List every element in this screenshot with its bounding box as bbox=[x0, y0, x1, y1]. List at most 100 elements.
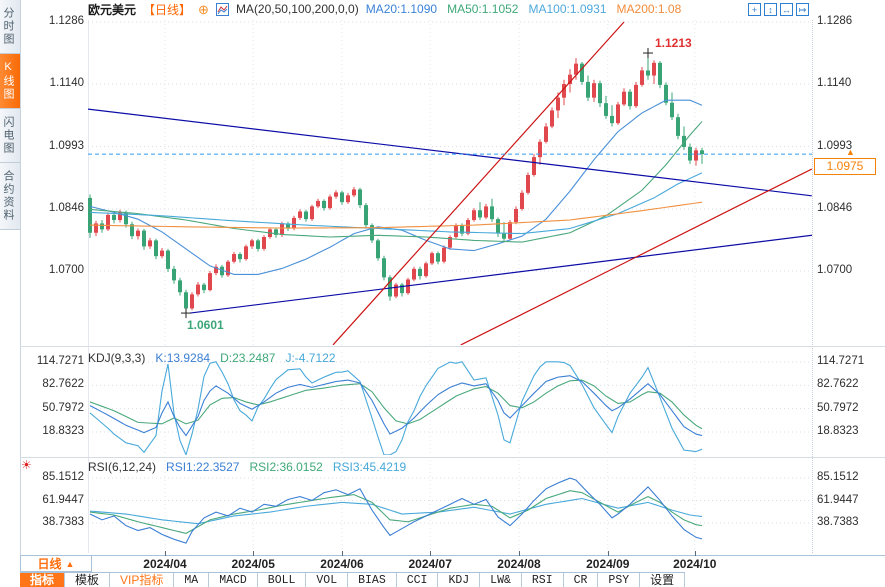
x-axis-label: 2024/10 bbox=[673, 557, 717, 571]
price-annotation: 1.1213 bbox=[655, 36, 692, 50]
period-selector[interactable]: 日线 ▲ bbox=[20, 555, 92, 572]
toolbar-vip-indicator-button[interactable]: VIP指标 bbox=[110, 573, 175, 587]
indicator-chart-icon[interactable] bbox=[215, 2, 229, 16]
price-annotation: 1.0601 bbox=[187, 318, 224, 332]
main-y-axis-label-right: 1.1140 bbox=[817, 77, 852, 90]
chart-header: 欧元美元 【日线】 ⊕ MA(20,50,100,200,0,0) MA20:1… bbox=[88, 1, 681, 17]
kdj-y-axis-label-right: 82.7622 bbox=[817, 378, 859, 391]
y-axis-zoom-icon[interactable]: ↕ bbox=[764, 3, 777, 16]
reset-view-icon[interactable]: ↦ bbox=[796, 3, 809, 16]
ma-value-3: MA200:1.08 bbox=[616, 2, 682, 16]
current-price-tag: 1.0975 bbox=[814, 158, 876, 175]
toolbar-ma-button[interactable]: MA bbox=[174, 573, 210, 587]
ma-settings-label: MA(20,50,100,200,0,0) bbox=[235, 2, 359, 16]
kdj-k-value: K:13.9284 bbox=[155, 351, 211, 365]
toolbar-boll-button[interactable]: BOLL bbox=[258, 573, 307, 587]
kdj-header: KDJ(9,3,3) K:13.9284 D:23.2487 J:-4.7122 bbox=[88, 351, 336, 365]
ma-values: MA20:1.1090 MA50:1.1052 MA100:1.0931 MA200:… bbox=[366, 2, 682, 16]
chevron-up-icon: ▲ bbox=[65, 558, 75, 569]
main-y-axis-label-left: 1.0700 bbox=[48, 264, 84, 276]
main-y-axis-label-left: 1.0846 bbox=[48, 201, 84, 214]
price-up-arrow-icon: ▲ bbox=[846, 147, 855, 157]
x-axis-label: 2024/04 bbox=[143, 557, 187, 571]
kdj-y-axis-label-left: 82.7622 bbox=[42, 378, 84, 391]
kdj-y-axis-label-right: 50.7972 bbox=[817, 401, 859, 414]
sidebar-tab-kline-chart[interactable]: K线图 bbox=[0, 54, 20, 109]
sidebar-tab-time-chart[interactable]: 分时图 bbox=[0, 0, 20, 54]
toolbar-template-button[interactable]: 模板 bbox=[65, 573, 111, 587]
rsi-title: RSI(6,12,24) bbox=[88, 460, 157, 474]
symbol-name: 欧元美元 bbox=[88, 2, 137, 17]
ma-value-0: MA20:1.1090 bbox=[365, 2, 438, 16]
kdj-y-axis-label-left: 18.8323 bbox=[42, 425, 84, 437]
sidebar: 分时图 K线图 闪电图 合约资料 bbox=[0, 0, 21, 555]
sidebar-tab-contract-info[interactable]: 合约资料 bbox=[0, 163, 20, 230]
plot-left-border bbox=[88, 20, 89, 553]
rsi-y-axis-label-left: 61.9447 bbox=[42, 493, 84, 506]
hot-indicator-icon[interactable]: ☀ bbox=[21, 458, 32, 472]
rsi-y-axis-label-right: 85.1512 bbox=[817, 471, 859, 483]
main-y-axis-label-left: 1.1286 bbox=[48, 15, 84, 27]
toolbar-rsi-button[interactable]: RSI bbox=[522, 573, 564, 587]
pan-crosshair-icon[interactable]: + bbox=[748, 3, 761, 16]
add-overlay-icon[interactable]: ⊕ bbox=[198, 1, 209, 17]
x-axis-tick bbox=[607, 551, 609, 556]
toolbar-cr-button[interactable]: CR bbox=[564, 573, 599, 587]
main-chart-canvas[interactable]: 1.1213 1.0601 bbox=[88, 20, 812, 345]
x-axis-label: 2024/09 bbox=[586, 557, 630, 571]
main-y-axis-label-left: 1.0993 bbox=[48, 139, 84, 152]
x-axis-tick bbox=[519, 551, 520, 556]
x-axis-tick bbox=[694, 551, 696, 556]
toolbar-vol-button[interactable]: VOL bbox=[306, 573, 349, 587]
panel-separator bbox=[20, 555, 885, 556]
x-axis-label: 2024/05 bbox=[231, 557, 275, 571]
x-axis-tick bbox=[165, 551, 166, 556]
main-y-axis-label-right: 1.0993 bbox=[817, 139, 853, 152]
main-y-axis-label-left: 1.1140 bbox=[49, 77, 84, 90]
rsi-y-axis-label-left: 85.1512 bbox=[42, 471, 84, 483]
main-y-axis-label-right: 1.1286 bbox=[817, 15, 853, 27]
x-axis-zoom-icon[interactable]: ↔ bbox=[780, 3, 793, 16]
rsi3-value: RSI3:45.4219 bbox=[332, 460, 407, 474]
kdj-chart-canvas[interactable] bbox=[88, 352, 812, 455]
toolbar-lwr-button[interactable]: LW& bbox=[480, 573, 522, 587]
kdj-d-value: D:23.2487 bbox=[220, 351, 276, 365]
sidebar-tab-flash-chart[interactable]: 闪电图 bbox=[0, 109, 20, 163]
rsi1-value: RSI1:22.3527 bbox=[166, 460, 240, 474]
ma-value-2: MA100:1.0931 bbox=[528, 2, 607, 16]
toolbar-indicator-button[interactable]: 指标 bbox=[20, 573, 66, 587]
kdj-y-axis-label-left: 50.7972 bbox=[42, 401, 84, 414]
rsi-y-axis-label-right: 61.9447 bbox=[817, 493, 859, 506]
toolbar-kdj-button[interactable]: KDJ bbox=[438, 573, 481, 587]
ma-value-1: MA50:1.1052 bbox=[447, 2, 519, 16]
x-axis-label: 2024/07 bbox=[408, 557, 452, 571]
main-y-axis-label-right: 1.0700 bbox=[817, 264, 853, 276]
kdj-y-axis-label-left: 114.7271 bbox=[36, 355, 84, 367]
x-axis-tick bbox=[430, 551, 432, 556]
period-label: 【日线】 bbox=[143, 2, 192, 17]
x-axis-label: 2024/08 bbox=[497, 557, 541, 571]
panel-separator bbox=[20, 346, 885, 347]
indicator-toolbar: 指标 模板 VIP指标 MA MACD BOLL VOL BIAS CCI KDJ LW& RSI CR… bbox=[20, 572, 686, 587]
kdj-title: KDJ(9,3,3) bbox=[88, 351, 146, 365]
toolbar-settings-button[interactable]: 设置 bbox=[640, 573, 686, 587]
rsi-y-axis-label-right: 38.7383 bbox=[817, 516, 859, 528]
kdj-j-value: J:-4.7122 bbox=[285, 351, 336, 365]
kdj-y-axis-label-right: 114.7271 bbox=[817, 355, 865, 367]
toolbar-bias-button[interactable]: BIAS bbox=[348, 573, 397, 587]
toolbar-macd-button[interactable]: MACD bbox=[209, 573, 258, 587]
toolbar-psy-button[interactable]: PSY bbox=[598, 573, 641, 587]
panel-separator bbox=[20, 457, 885, 458]
rsi2-value: RSI2:36.0152 bbox=[249, 460, 323, 474]
main-y-axis-label-right: 1.0846 bbox=[817, 201, 853, 214]
x-axis-tick bbox=[253, 551, 255, 556]
plot-right-border bbox=[812, 20, 813, 553]
kdj-y-axis-label-right: 18.8323 bbox=[817, 425, 859, 437]
toolbar-cci-button[interactable]: CCI bbox=[397, 573, 439, 587]
rsi-chart-canvas[interactable] bbox=[88, 460, 812, 553]
x-axis-tick bbox=[342, 551, 343, 556]
x-axis-label: 2024/06 bbox=[320, 557, 364, 571]
view-controls: + ↕ ↔ ↦ bbox=[748, 3, 809, 16]
period-selector-label: 日线 bbox=[37, 557, 62, 571]
